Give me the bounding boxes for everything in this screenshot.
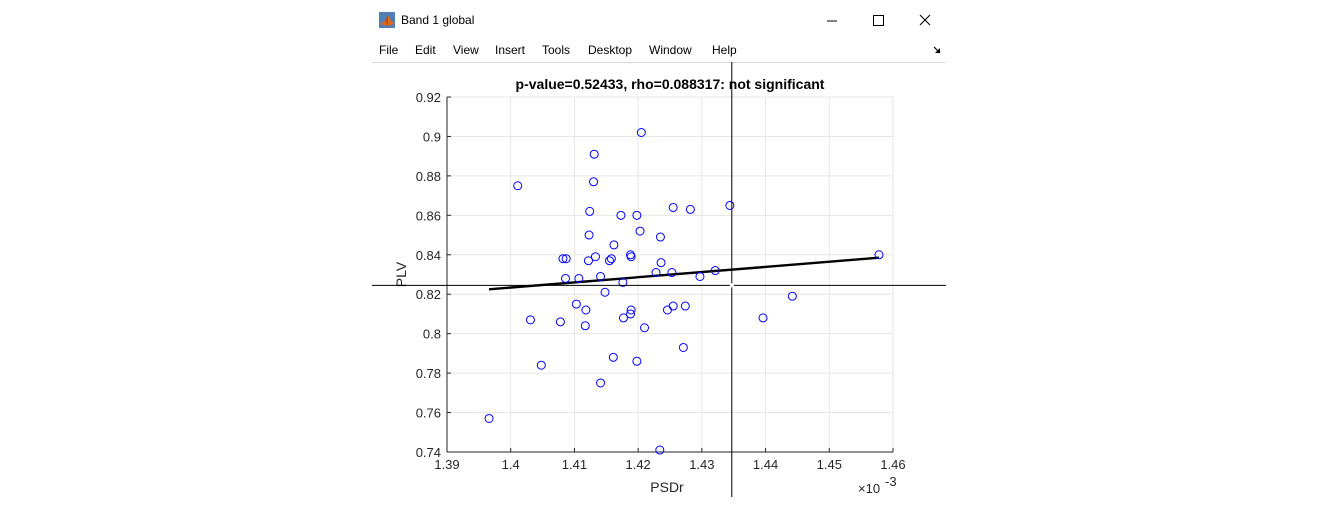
- x-tick-label: 1.4: [502, 457, 520, 472]
- data-point: [625, 309, 635, 319]
- minimize-button[interactable]: [817, 8, 847, 32]
- data-point: [571, 299, 581, 309]
- chart-title: p-value=0.52433, rho=0.088317: not signi…: [516, 76, 825, 92]
- data-point: [574, 273, 584, 283]
- menu-file[interactable]: File: [379, 43, 399, 57]
- menu-desktop[interactable]: Desktop: [588, 43, 633, 57]
- data-point: [580, 321, 590, 331]
- data-point: [758, 313, 768, 323]
- data-point: [618, 313, 628, 323]
- x-exponent-power: -3: [885, 474, 897, 489]
- data-point: [678, 342, 688, 352]
- x-tick-label: 1.39: [434, 457, 459, 472]
- data-point: [581, 305, 591, 315]
- menu-help[interactable]: Help: [712, 43, 737, 57]
- y-tick-label: 0.82: [416, 287, 441, 302]
- data-point: [558, 254, 568, 264]
- data-point: [584, 230, 594, 240]
- data-point: [656, 258, 666, 268]
- y-tick-label: 0.92: [416, 90, 441, 105]
- data-point: [636, 128, 646, 137]
- data-point: [585, 206, 595, 216]
- minimize-icon: [827, 20, 837, 22]
- x-tick-label: 1.44: [753, 457, 778, 472]
- menu-bar: File Edit View Insert Tools Desktop Wind…: [372, 40, 946, 63]
- menu-view[interactable]: View: [453, 43, 479, 57]
- data-point: [667, 268, 677, 278]
- data-point: [590, 252, 600, 262]
- data-point: [484, 413, 494, 423]
- menu-edit[interactable]: Edit: [415, 43, 436, 57]
- data-point: [685, 204, 695, 214]
- data-point: [561, 273, 571, 283]
- data-point: [513, 181, 523, 191]
- close-button[interactable]: [910, 8, 940, 32]
- data-point: [596, 378, 606, 388]
- data-point: [616, 210, 626, 220]
- data-point: [626, 305, 636, 315]
- x-tick-label: 1.43: [689, 457, 714, 472]
- data-point: [651, 268, 661, 278]
- dock-arrow-icon[interactable]: [932, 45, 942, 55]
- data-point: [609, 240, 619, 250]
- data-point: [525, 315, 535, 325]
- data-point: [655, 445, 665, 455]
- data-point: [635, 226, 645, 236]
- y-tick-label: 0.9: [423, 129, 441, 144]
- data-point: [536, 360, 546, 370]
- crosshair-center: [729, 283, 734, 288]
- data-point: [606, 254, 616, 264]
- window-title: Band 1 global: [401, 13, 475, 27]
- x-tick-label: 1.41: [562, 457, 587, 472]
- y-tick-label: 0.74: [416, 445, 441, 460]
- data-point: [632, 210, 642, 220]
- x-tick-label: 1.42: [625, 457, 650, 472]
- x-axis-label: PSDr: [650, 479, 684, 495]
- maximize-icon: [873, 15, 884, 26]
- data-point: [604, 256, 614, 266]
- data-point: [710, 266, 720, 276]
- data-point: [618, 277, 628, 287]
- data-point: [668, 301, 678, 311]
- data-point: [589, 149, 599, 159]
- regression-line: [488, 256, 880, 291]
- data-point: [583, 256, 593, 266]
- x-tick-label: 1.45: [817, 457, 842, 472]
- menu-tools[interactable]: Tools: [542, 43, 571, 57]
- data-point: [600, 287, 610, 297]
- menu-window[interactable]: Window: [649, 43, 692, 57]
- y-axis-label: PLV: [393, 261, 409, 287]
- data-point: [695, 271, 705, 281]
- data-point: [874, 250, 884, 260]
- data-point: [725, 200, 735, 210]
- data-point: [787, 291, 797, 301]
- y-tick-label: 0.76: [416, 406, 441, 421]
- data-point: [632, 356, 642, 366]
- maximize-button[interactable]: [863, 8, 893, 32]
- title-bar: Band 1 global: [372, 0, 946, 40]
- y-tick-label: 0.78: [416, 366, 441, 381]
- data-point: [555, 317, 565, 327]
- y-tick-label: 0.86: [416, 208, 441, 223]
- data-point: [608, 352, 618, 362]
- x-tick-label: 1.46: [880, 457, 905, 472]
- data-point: [561, 254, 571, 264]
- menu-insert[interactable]: Insert: [495, 43, 526, 57]
- data-point: [596, 271, 606, 281]
- data-point: [655, 232, 665, 242]
- y-tick-label: 0.88: [416, 169, 441, 184]
- close-icon: [919, 14, 931, 26]
- y-tick-label: 0.8: [423, 327, 441, 342]
- data-point: [640, 323, 650, 333]
- data-point: [680, 301, 690, 311]
- matlab-logo-icon: [379, 12, 395, 28]
- x-exponent-label: ×10: [858, 481, 880, 496]
- y-tick-label: 0.84: [416, 248, 441, 263]
- data-point: [626, 252, 636, 262]
- data-point: [668, 202, 678, 212]
- data-point: [589, 177, 599, 187]
